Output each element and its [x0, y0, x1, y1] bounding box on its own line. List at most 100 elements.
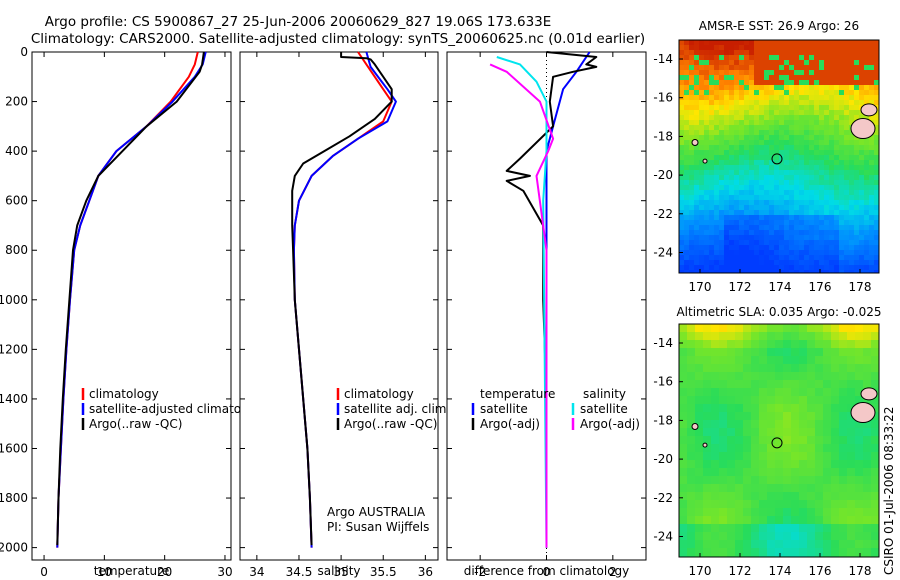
map-cell [854, 90, 859, 95]
map-cell [809, 210, 814, 215]
map-cell [679, 548, 687, 556]
map-cell [734, 130, 739, 135]
map-cell [687, 452, 695, 460]
map-cell [819, 150, 824, 155]
map-cell [854, 60, 859, 65]
map-cell [774, 250, 779, 255]
map-cell [814, 265, 819, 270]
map-cell [744, 220, 749, 225]
map-cell [679, 170, 684, 175]
map-cell [769, 145, 774, 150]
map-cell [823, 412, 831, 420]
map-cell [769, 40, 774, 45]
map-cell [869, 170, 874, 175]
map-cell [735, 476, 743, 484]
map-cell [844, 185, 849, 190]
map-cell [679, 428, 687, 436]
map-cell [749, 55, 754, 60]
map-cell [764, 250, 769, 255]
map-cell [854, 140, 859, 145]
map-cell [839, 160, 844, 165]
map-cell [694, 55, 699, 60]
map-cell [759, 205, 764, 210]
map-cell [689, 155, 694, 160]
map-cell [711, 420, 719, 428]
map-cell [807, 412, 815, 420]
map-cell [829, 185, 834, 190]
map-cell [784, 265, 789, 270]
map-cell [684, 200, 689, 205]
map-cell [819, 220, 824, 225]
map-cell [775, 540, 783, 548]
map-cell [751, 332, 759, 340]
map-cell [679, 40, 684, 45]
map-cell [749, 45, 754, 50]
map-cell [754, 205, 759, 210]
map-cell [749, 250, 754, 255]
y-tick-label: 1800 [0, 491, 28, 505]
map-cell [864, 255, 869, 260]
map-cell [864, 215, 869, 220]
map-cell [729, 135, 734, 140]
map-cell [844, 220, 849, 225]
map-cell [849, 240, 854, 245]
map-cell [839, 444, 847, 452]
map-cell [679, 180, 684, 185]
map-cell [759, 452, 767, 460]
map-cell [804, 85, 809, 90]
map-cell [844, 180, 849, 185]
map-cell [684, 265, 689, 270]
map-cell [739, 250, 744, 255]
map-cell [709, 225, 714, 230]
map-cell [829, 90, 834, 95]
map-cell [739, 90, 744, 95]
map-cell [704, 235, 709, 240]
map-cell [694, 155, 699, 160]
map-cell [687, 500, 695, 508]
map-cell [789, 260, 794, 265]
map-cell [809, 45, 814, 50]
map-cell [799, 70, 804, 75]
map-cell [679, 540, 687, 548]
map-cell [687, 340, 695, 348]
map-cell [754, 220, 759, 225]
map-cell [849, 220, 854, 225]
map-cell [807, 340, 815, 348]
map-cell [871, 516, 879, 524]
map-cell [839, 135, 844, 140]
map-cell [719, 55, 724, 60]
map-cell [814, 60, 819, 65]
map-cell [814, 230, 819, 235]
map-cell [695, 420, 703, 428]
map-cell [859, 60, 864, 65]
map-cell [739, 210, 744, 215]
map-cell [784, 190, 789, 195]
map-cell [854, 145, 859, 150]
map-cell [754, 80, 759, 85]
map-cell [749, 70, 754, 75]
map-cell [729, 50, 734, 55]
map-cell [759, 404, 767, 412]
map-cell [854, 250, 859, 255]
map-cell [729, 80, 734, 85]
map-cell [764, 125, 769, 130]
map-cell [704, 130, 709, 135]
map-cell [749, 65, 754, 70]
map-cell [804, 80, 809, 85]
map-cell [815, 548, 823, 556]
map-cell [727, 324, 735, 332]
map-cell [754, 60, 759, 65]
map-cell [744, 215, 749, 220]
map-cell [855, 372, 863, 380]
map-cell [847, 532, 855, 540]
map-cell [809, 225, 814, 230]
map-cell [864, 140, 869, 145]
map-cell [734, 100, 739, 105]
map-cell [689, 145, 694, 150]
map-cell [699, 125, 704, 130]
map-cell [849, 260, 854, 265]
map-cell [687, 428, 695, 436]
map-cell [759, 500, 767, 508]
map-cell [831, 356, 839, 364]
map-cell [799, 404, 807, 412]
